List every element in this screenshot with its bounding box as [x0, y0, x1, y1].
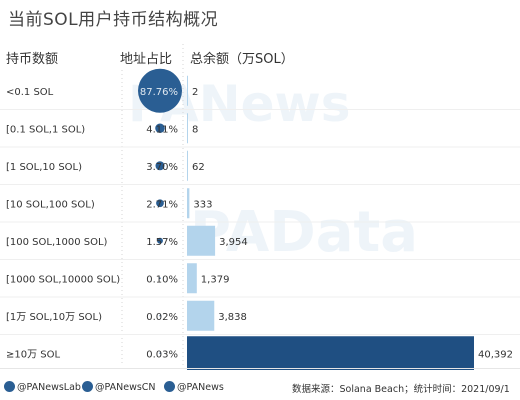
total-balance-label: 40,392 [478, 349, 513, 360]
footer-twitter-lab-label: @PANewsLab [17, 382, 81, 393]
total-balance-label: 333 [193, 199, 212, 210]
address-share-label: 0.02% [146, 312, 178, 323]
chart-svg: <0.1 SOL 87.76% 2 [0.1 SOL,1 SOL) 4.11% 8 [1 S… [0, 44, 520, 370]
footer: @PANewsLab @PANewsCN @PANews 数据来源：Solana… [0, 374, 520, 400]
address-share-label: 3.70% [146, 162, 178, 173]
header-address-share: 地址占比 [120, 52, 173, 67]
chart-title: 当前SOL用户持币结构概况 [8, 10, 219, 30]
address-share-label: 0.03% [146, 349, 178, 360]
category-label: [100 SOL,1000 SOL) [6, 237, 108, 248]
total-balance-label: 1,379 [201, 274, 230, 285]
address-share-label: 87.76% [140, 87, 178, 98]
address-share-bubble [156, 199, 164, 208]
category-label: [1万 SOL,10万 SOL) [6, 312, 102, 323]
weibo-icon [164, 381, 175, 392]
footer-twitter-cn-label: @PANewsCN [95, 382, 156, 393]
address-share-bubble [159, 315, 161, 317]
header-total-balance: 总余额（万SOL） [190, 52, 294, 67]
total-balance-bar [187, 150, 188, 181]
footer-twitter-cn: @PANewsCN [82, 381, 156, 393]
category-label: [10 SOL,100 SOL) [6, 199, 95, 210]
address-share-bubble [159, 277, 161, 279]
category-label: [0.1 SOL,1 SOL) [6, 124, 85, 135]
total-balance-label: 8 [192, 124, 198, 135]
total-balance-bar [187, 113, 188, 144]
total-balance-bar [187, 336, 474, 370]
total-balance-bar [187, 188, 190, 219]
address-share-label: 2.71% [146, 199, 178, 210]
category-label: [1 SOL,10 SOL) [6, 162, 82, 173]
category-label: <0.1 SOL [6, 87, 54, 98]
header-holding: 持币数额 [6, 52, 59, 67]
address-share-label: 1.57% [146, 237, 178, 248]
footer-separator [0, 368, 520, 369]
address-share-label: 0.10% [146, 274, 178, 285]
total-balance-label: 2 [192, 87, 198, 98]
footer-twitter-lab: @PANewsLab [4, 381, 81, 393]
total-balance-label: 3,838 [218, 312, 247, 323]
twitter-icon [4, 381, 15, 392]
total-balance-bar [187, 225, 216, 256]
twitter-icon [82, 381, 93, 392]
footer-source: 数据来源：Solana Beach；统计时间：2021/09/1 [292, 384, 510, 395]
footer-weibo-label: @PANews [177, 382, 224, 393]
footer-weibo: @PANews [164, 381, 224, 393]
category-label: [1000 SOL,10000 SOL) [6, 274, 120, 285]
address-share-bubble [157, 237, 163, 244]
address-share-label: 4.11% [146, 124, 178, 135]
address-share-bubble [159, 352, 161, 354]
total-balance-bar [187, 263, 197, 294]
total-balance-label: 62 [192, 162, 205, 173]
total-balance-bar [187, 300, 215, 331]
address-share-bubble [155, 161, 165, 171]
category-label: ≥10万 SOL [6, 349, 61, 360]
address-share-bubble [138, 68, 182, 113]
total-balance-bar [187, 75, 188, 106]
total-balance-label: 3,954 [219, 237, 248, 248]
address-share-bubble [155, 123, 165, 134]
